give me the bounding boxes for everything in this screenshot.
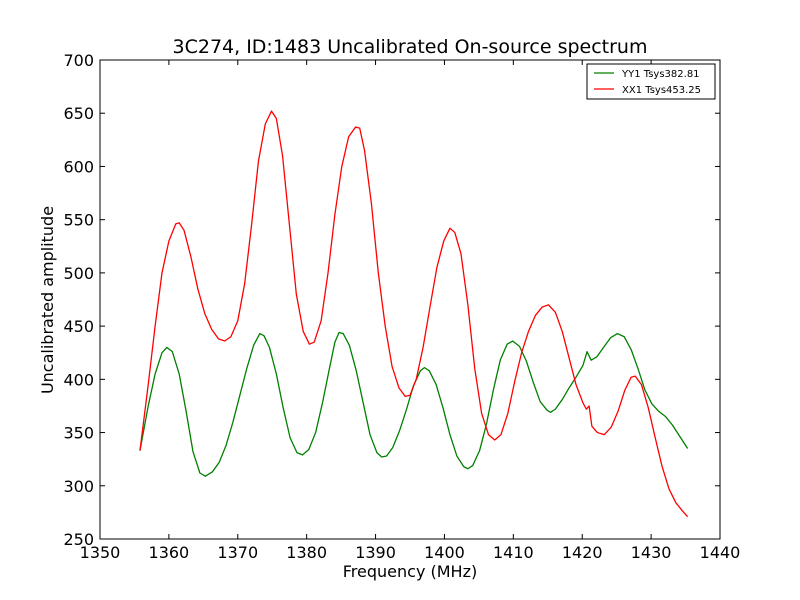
x-tick-label: 1350 (80, 543, 121, 562)
plot-frame (99, 59, 721, 540)
y-tick-label: 450 (63, 317, 94, 336)
y-tick-label: 300 (63, 477, 94, 496)
chart-title: 3C274, ID:1483 Uncalibrated On-source sp… (173, 36, 648, 58)
plot-background (100, 60, 720, 539)
x-tick-label: 1390 (355, 543, 396, 562)
y-tick-label: 500 (63, 264, 94, 283)
x-tick-label: 1380 (286, 543, 327, 562)
x-tick-label: 1370 (217, 543, 258, 562)
legend-label-yy1: YY1 Tsys382.81 (621, 69, 700, 80)
legend-box (586, 63, 716, 100)
series-line-1 (139, 110, 689, 518)
x-axis: 1350 1360 1370 1380 1390 1400 1410 1420 1430 1440 (80, 60, 741, 562)
y-tick-label: 550 (63, 211, 94, 230)
legend: YY1 Tsys382.81 XX1 Tsys453.25 (586, 63, 716, 100)
series-layer (139, 110, 689, 518)
y-tick-label: 650 (63, 104, 94, 123)
x-tick-label: 1360 (149, 543, 190, 562)
y-tick-label: 700 (63, 51, 94, 70)
y-axis-label: Uncalibrated amplitude (38, 206, 57, 394)
y-tick-label: 250 (63, 530, 94, 549)
y-axis: 250 300 350 400 450 500 550 600 650 700 (63, 51, 720, 549)
plot-area (99, 59, 721, 540)
x-tick-label: 1410 (493, 543, 534, 562)
x-tick-label: 1420 (562, 543, 603, 562)
x-tick-label: 1400 (424, 543, 465, 562)
y-tick-label: 350 (63, 424, 94, 443)
y-tick-label: 600 (63, 157, 94, 176)
legend-label-xx1: XX1 Tsys453.25 (622, 85, 701, 96)
x-axis-label: Frequency (MHz) (343, 562, 477, 581)
x-tick-label: 1430 (631, 543, 672, 562)
x-tick-label: 1440 (700, 543, 741, 562)
y-tick-label: 400 (63, 370, 94, 389)
